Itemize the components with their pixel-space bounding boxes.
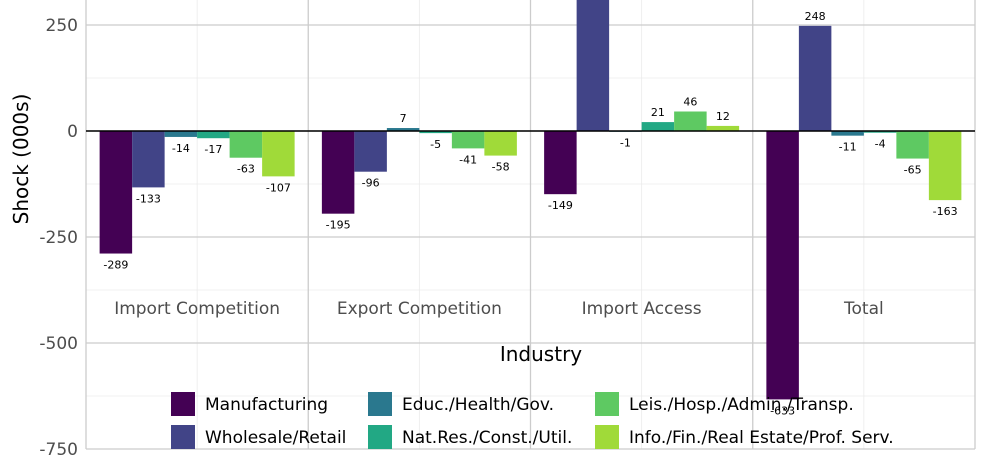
data-label: -17	[204, 143, 222, 156]
bar	[706, 125, 740, 131]
x-axis-title: Industry	[500, 342, 582, 366]
bar	[831, 131, 864, 136]
legend-item: Leis./Hosp./Admin./Transp.	[595, 392, 854, 416]
data-label: -107	[266, 181, 291, 194]
bar	[354, 131, 387, 172]
grid	[85, 0, 976, 450]
bar	[262, 131, 295, 177]
data-label: -1	[620, 136, 631, 149]
x-tick-label: Import Competition	[114, 299, 280, 319]
data-label: -65	[904, 164, 922, 177]
bar	[766, 131, 799, 400]
legend-swatch	[368, 425, 392, 449]
y-tick-label: 250	[46, 16, 78, 36]
bar	[863, 131, 897, 133]
legend-item: Manufacturing	[171, 392, 328, 416]
x-axis-ticks: Import Competition Export Competition Impo…	[114, 299, 884, 319]
data-label: -149	[548, 199, 573, 212]
data-label: -11	[839, 141, 857, 154]
data-label: -633	[770, 404, 795, 417]
data-label: -163	[933, 205, 958, 218]
data-label: -195	[326, 219, 351, 232]
x-tick-label: Import Access	[582, 299, 702, 319]
data-label: -133	[136, 192, 161, 205]
bar	[798, 25, 832, 131]
bar	[484, 131, 517, 156]
y-tick-label: -250	[39, 228, 78, 248]
legend-swatch	[368, 392, 392, 416]
data-label: 248	[805, 10, 826, 23]
data-label: -96	[362, 177, 380, 190]
data-label: -63	[237, 163, 255, 176]
bar	[99, 131, 133, 254]
legend-label: Manufacturing	[205, 395, 328, 415]
legend-swatch	[595, 392, 619, 416]
legend-swatch	[171, 425, 195, 449]
data-labels: -289-133-14 -17-63-107-195-967-5-41-58-14…	[103, 10, 958, 418]
y-axis-ticks: 5002500-250-500-750	[39, 16, 78, 458]
bar	[674, 111, 707, 131]
bar	[321, 131, 355, 214]
data-label: 12	[716, 110, 730, 123]
bar	[451, 131, 485, 149]
legend-label: Wholesale/Retail	[205, 428, 346, 448]
data-label: -5	[430, 138, 441, 151]
bar	[928, 131, 962, 201]
y-axis-title: Shock (000s)	[9, 94, 33, 225]
legend-label: Nat.Res./Const./Util.	[402, 428, 572, 448]
x-tick-label: Total	[843, 299, 884, 319]
legend-swatch	[171, 392, 195, 416]
x-tick-label: Export Competition	[337, 299, 502, 319]
data-label: -58	[492, 161, 510, 174]
y-tick-label: -500	[39, 334, 78, 354]
y-tick-label: 0	[67, 122, 78, 142]
data-label: 21	[651, 106, 665, 119]
legend-label: Leis./Hosp./Admin./Transp.	[629, 395, 854, 415]
data-label: 46	[683, 95, 697, 108]
bar	[544, 131, 577, 195]
bar	[197, 131, 230, 139]
legend-item: Educ./Health/Gov.	[368, 392, 554, 416]
legend-item: Info./Fin./Real Estate/Prof. Serv.	[595, 425, 894, 449]
legend-label: Info./Fin./Real Estate/Prof. Serv.	[629, 428, 894, 448]
bars	[99, 0, 962, 400]
legend-swatch	[595, 425, 619, 449]
bar	[386, 128, 420, 131]
bar	[229, 131, 263, 158]
legend-item: Nat.Res./Const./Util.	[368, 425, 572, 449]
bar	[132, 131, 165, 188]
bar	[164, 131, 198, 137]
bar	[896, 131, 929, 159]
legend-label: Educ./Health/Gov.	[402, 395, 554, 415]
data-label: -4	[875, 138, 886, 151]
data-label: -41	[459, 153, 477, 166]
y-tick-label: -750	[39, 440, 78, 458]
bar	[419, 131, 452, 134]
data-label: -289	[103, 259, 128, 272]
data-label: 7	[400, 112, 407, 125]
data-label: -14	[172, 142, 190, 155]
legend: Manufacturing Wholesale/Retail Educ./Healt…	[171, 392, 894, 449]
bar	[576, 0, 610, 131]
legend-item: Wholesale/Retail	[171, 425, 346, 449]
bar	[641, 122, 675, 131]
